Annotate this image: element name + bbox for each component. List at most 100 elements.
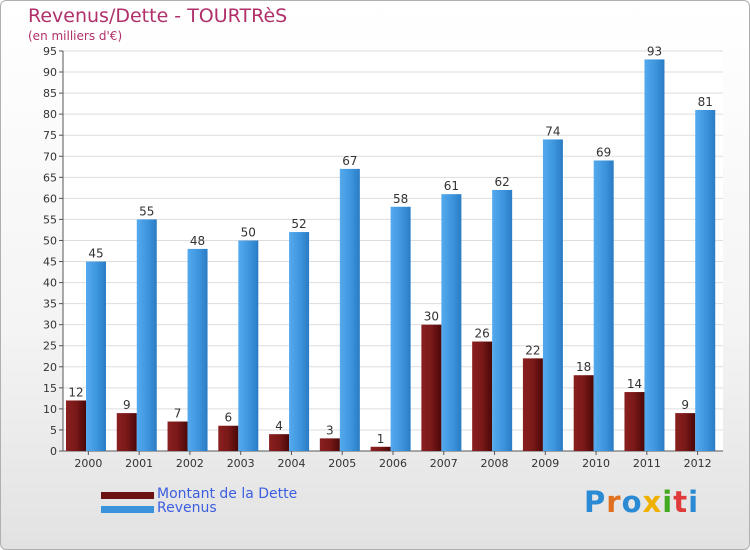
dette-value-label: 9 (123, 398, 131, 412)
dette-bar (472, 341, 493, 451)
revenus-value-label: 67 (342, 154, 357, 168)
revenus-value-label: 52 (291, 217, 306, 231)
revenus-value-label: 74 (545, 124, 560, 138)
x-tick-label: 2012 (684, 457, 712, 470)
revenus-bar (187, 248, 208, 451)
y-tick-label: 55 (43, 213, 57, 226)
revenus-bar (136, 219, 157, 451)
revenus-bar (695, 109, 716, 452)
y-tick-label: 5 (50, 424, 57, 437)
dette-bar (167, 421, 188, 451)
revenus-value-label: 93 (647, 44, 662, 58)
x-tick-label: 2009 (531, 457, 559, 470)
dette-bar (319, 438, 340, 451)
y-tick-label: 10 (43, 403, 57, 416)
dette-bar (66, 400, 86, 451)
y-tick-label: 85 (43, 87, 57, 100)
dette-value-label: 22 (525, 343, 540, 357)
revenus-bar (289, 232, 310, 451)
dette-value-label: 6 (224, 411, 232, 425)
revenus-bar (542, 139, 563, 451)
logo-letter: r (606, 485, 622, 519)
legend-label-dette: Montant de la Dette (157, 486, 298, 502)
dette-value-label: 7 (174, 407, 182, 421)
y-tick-label: 40 (43, 277, 57, 290)
x-tick-label: 2003 (227, 457, 255, 470)
dette-bar (421, 324, 442, 451)
y-tick-label: 80 (43, 108, 57, 121)
dette-value-label: 26 (475, 327, 490, 341)
logo-letter: i (662, 485, 674, 519)
revenus-value-label: 55 (139, 204, 154, 218)
revenus-value-label: 62 (495, 175, 510, 189)
revenus-value-label: 45 (88, 247, 103, 261)
y-tick-label: 0 (50, 445, 57, 458)
dette-bar (116, 413, 137, 451)
x-tick-label: 2006 (379, 457, 407, 470)
revenus-bar (339, 168, 360, 452)
dette-value-label: 14 (627, 377, 642, 391)
revenus-value-label: 61 (444, 179, 459, 193)
logo-letter: P (584, 485, 607, 519)
logo-letter: t (673, 485, 689, 519)
dette-value-label: 30 (424, 310, 439, 324)
dette-value-label: 1 (377, 432, 385, 446)
legend-label-revenus: Revenus (157, 500, 217, 516)
x-tick-label: 2008 (481, 457, 509, 470)
revenus-bar (593, 160, 614, 451)
legend-swatch-dette (101, 492, 154, 499)
x-tick-label: 2002 (176, 457, 204, 470)
x-tick-label: 2007 (430, 457, 458, 470)
revenus-bar (86, 261, 106, 451)
chart-title: Revenus/Dette - TOURTRèS (28, 5, 288, 27)
y-tick-label: 20 (43, 361, 57, 374)
revenus-bar (492, 189, 513, 451)
proxiti-logo: Proxiti (584, 485, 699, 519)
y-tick-label: 75 (43, 129, 57, 142)
chart-subtitle: (en milliers d'€) (28, 29, 123, 43)
dette-bar (675, 413, 696, 451)
x-tick-label: 2010 (582, 457, 610, 470)
y-tick-label: 95 (43, 45, 57, 58)
dette-bar (624, 392, 645, 451)
dette-bar (522, 358, 543, 451)
revenus-value-label: 48 (190, 234, 205, 248)
legend-swatch-revenus (101, 506, 154, 513)
x-tick-label: 2001 (125, 457, 153, 470)
dette-value-label: 9 (681, 398, 689, 412)
revenus-bar (644, 59, 665, 451)
y-tick-label: 35 (43, 298, 57, 311)
revenus-value-label: 58 (393, 192, 408, 206)
y-tick-label: 90 (43, 66, 57, 79)
y-tick-label: 30 (43, 319, 57, 332)
dette-bar (218, 425, 239, 451)
revenus-value-label: 50 (241, 225, 256, 239)
logo-letter: i (688, 485, 700, 519)
revenus-bar (390, 206, 411, 451)
dette-bar (573, 375, 594, 451)
y-tick-label: 45 (43, 256, 57, 269)
dette-value-label: 4 (275, 419, 283, 433)
x-tick-label: 2011 (633, 457, 661, 470)
revenus-value-label: 81 (698, 95, 713, 109)
dette-value-label: 18 (576, 360, 591, 374)
revenus-bar (441, 194, 462, 451)
dette-bar (269, 434, 290, 451)
x-tick-label: 2000 (74, 457, 102, 470)
x-tick-label: 2005 (328, 457, 356, 470)
logo-letter: o (621, 485, 643, 519)
y-tick-label: 50 (43, 234, 57, 247)
dette-value-label: 3 (326, 423, 334, 437)
revenus-bar (238, 240, 259, 451)
y-tick-label: 70 (43, 150, 57, 163)
dette-value-label: 12 (68, 385, 83, 399)
revenus-value-label: 69 (596, 145, 611, 159)
y-tick-label: 25 (43, 340, 57, 353)
y-tick-label: 65 (43, 171, 57, 184)
y-tick-label: 15 (43, 382, 57, 395)
logo-letter: x (642, 485, 663, 519)
y-tick-label: 60 (43, 192, 57, 205)
x-tick-label: 2004 (277, 457, 305, 470)
